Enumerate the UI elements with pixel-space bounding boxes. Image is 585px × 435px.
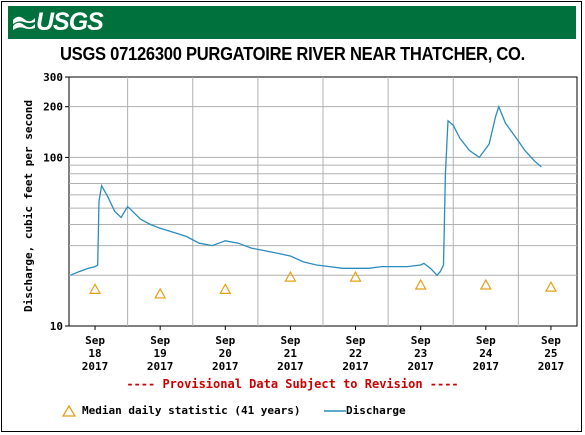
median-point — [544, 280, 557, 292]
x-tick-label: 2017 — [212, 360, 239, 373]
y-tick-label: 10 — [50, 320, 63, 333]
x-tick-label: Sep — [280, 334, 300, 347]
x-tick-label: Sep — [150, 334, 170, 347]
median-point — [349, 270, 362, 282]
x-tick-label: 25 — [544, 347, 557, 360]
legend-median-label: Median daily statistic (41 years) — [82, 404, 301, 417]
median-point — [154, 287, 167, 299]
x-tick-label: 22 — [349, 347, 362, 360]
x-tick-label: 2017 — [407, 360, 434, 373]
x-tick-label: 19 — [154, 347, 167, 360]
median-triangle-icon — [62, 404, 76, 417]
axis-layer: 10100200300Sep182017Sep192017Sep202017Se… — [43, 71, 564, 373]
discharge-line-icon — [324, 410, 346, 412]
y-tick-label: 200 — [43, 101, 63, 114]
y-tick-label: 100 — [43, 151, 63, 164]
x-tick-label: 23 — [414, 347, 427, 360]
usgs-logo-icon — [13, 16, 35, 30]
x-tick-label: Sep — [411, 334, 431, 347]
x-tick-label: Sep — [476, 334, 496, 347]
x-tick-label: Sep — [346, 334, 366, 347]
x-tick-label: 20 — [219, 347, 232, 360]
y-tick-label: 300 — [43, 71, 63, 84]
legend-discharge-label: Discharge — [346, 404, 406, 417]
x-tick-label: 2017 — [147, 360, 174, 373]
chart-title: USGS 07126300 PURGATOIRE RIVER NEAR THAT… — [59, 44, 525, 64]
x-tick-label: 2017 — [538, 360, 565, 373]
median-point — [479, 278, 492, 290]
x-tick-label: 2017 — [342, 360, 369, 373]
median-point — [219, 283, 232, 294]
x-tick-label: 24 — [479, 347, 493, 360]
x-tick-label: Sep — [215, 334, 235, 347]
x-tick-label: 2017 — [473, 360, 500, 373]
x-tick-label: 21 — [284, 347, 298, 360]
x-tick-label: Sep — [85, 334, 105, 347]
x-tick-label: Sep — [541, 334, 561, 347]
median-point — [284, 270, 297, 282]
y-axis-label: Discharge, cubic feet per second — [22, 100, 35, 312]
usgs-banner: USGS — [8, 6, 576, 39]
discharge-series-line — [70, 104, 542, 277]
series-layer — [70, 104, 557, 299]
x-tick-label: 18 — [88, 347, 101, 360]
median-point — [414, 278, 427, 290]
grid-layer — [69, 77, 577, 326]
x-tick-label: 2017 — [277, 360, 304, 373]
provisional-notice: ---- Provisional Data Subject to Revisio… — [126, 377, 459, 391]
usgs-logo-text: USGS — [36, 8, 104, 36]
x-tick-label: 2017 — [82, 360, 109, 373]
median-point — [89, 283, 102, 294]
